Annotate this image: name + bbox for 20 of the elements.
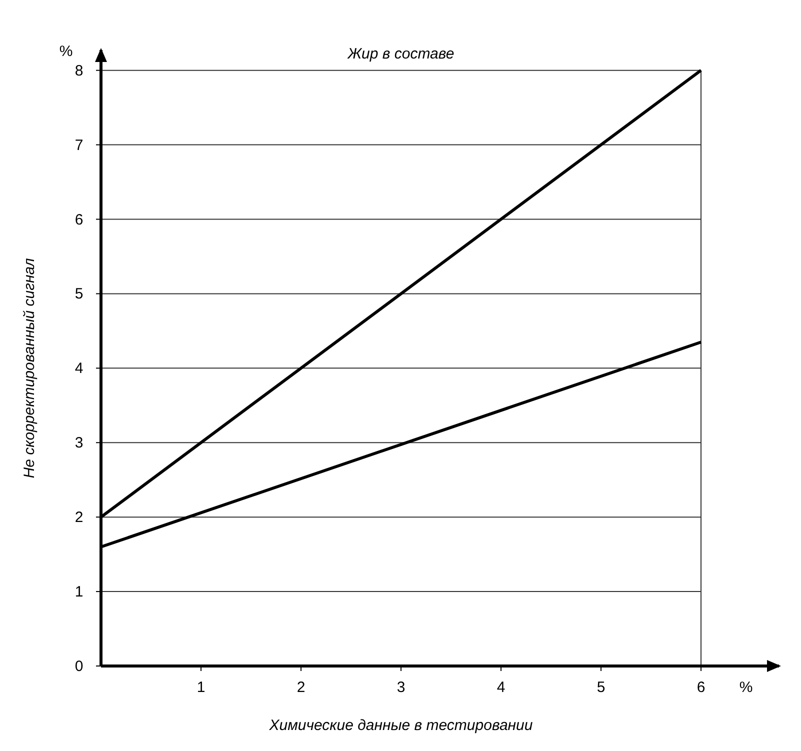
- x-tick-label: 1: [196, 679, 206, 696]
- x-tick-label: 5: [596, 679, 606, 696]
- y-tick-label: 8: [74, 62, 84, 80]
- text: %: [59, 43, 73, 60]
- y-axis-title: Не скорректированный сигнал: [21, 258, 38, 478]
- y-tick-label: 1: [74, 584, 84, 601]
- text: %: [739, 679, 753, 696]
- y-tick-label: 4: [74, 360, 84, 378]
- chart-title: Жир в составе: [346, 45, 454, 62]
- y-tick-label: 2: [74, 509, 84, 526]
- y-tick-label: 0: [74, 658, 84, 675]
- y-tick-label: 6: [74, 211, 84, 228]
- x-axis-title: Химические данные в тестировании: [268, 717, 534, 734]
- x-tick-label: 4: [496, 679, 506, 696]
- y-tick-label: 7: [74, 136, 84, 154]
- x-tick-label: 6: [696, 679, 706, 696]
- x-tick-label: 3: [396, 679, 406, 696]
- y-tick-label: 3: [74, 434, 84, 452]
- y-tick-label: 5: [74, 286, 84, 303]
- x-tick-label: 2: [296, 679, 306, 696]
